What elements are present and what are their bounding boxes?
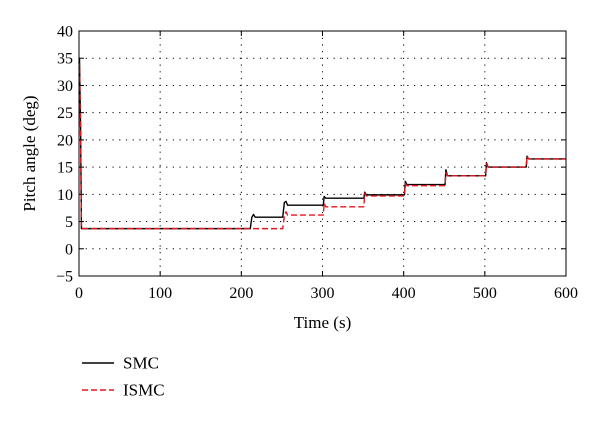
y-tick-label-20: 20 xyxy=(57,132,73,149)
x-tick-label-0: 0 xyxy=(75,285,83,302)
y-axis-label: Pitch angle (deg) xyxy=(20,95,39,211)
y-tick-label-35: 35 xyxy=(57,51,73,68)
x-tick-label-200: 200 xyxy=(229,285,253,302)
legend-label-smc: SMC xyxy=(123,354,159,373)
y-tick-label-30: 30 xyxy=(57,78,73,95)
y-tick-label-5: 5 xyxy=(65,214,73,231)
y-tick-label-15: 15 xyxy=(57,160,73,177)
y-tick-label-40: 40 xyxy=(57,24,73,41)
series-line-smc xyxy=(78,57,566,230)
x-tick-label-500: 500 xyxy=(473,285,497,302)
y-tick-label-25: 25 xyxy=(57,105,73,122)
x-tick-label-100: 100 xyxy=(148,285,172,302)
x-axis-label: Time (s) xyxy=(294,313,351,332)
legend-label-ismc: ISMC xyxy=(123,381,165,400)
y-tick-label--5: −5 xyxy=(56,269,73,286)
y-tick-label-0: 0 xyxy=(65,241,73,258)
grid xyxy=(79,31,566,276)
y-tick-label-10: 10 xyxy=(57,187,73,204)
x-tick-label-600: 600 xyxy=(554,285,578,302)
legend: SMC ISMC xyxy=(82,354,165,400)
x-tick-label-300: 300 xyxy=(311,285,335,302)
series-lines xyxy=(78,57,566,230)
series-line-ismc xyxy=(78,62,566,230)
x-tick-label-400: 400 xyxy=(392,285,416,302)
